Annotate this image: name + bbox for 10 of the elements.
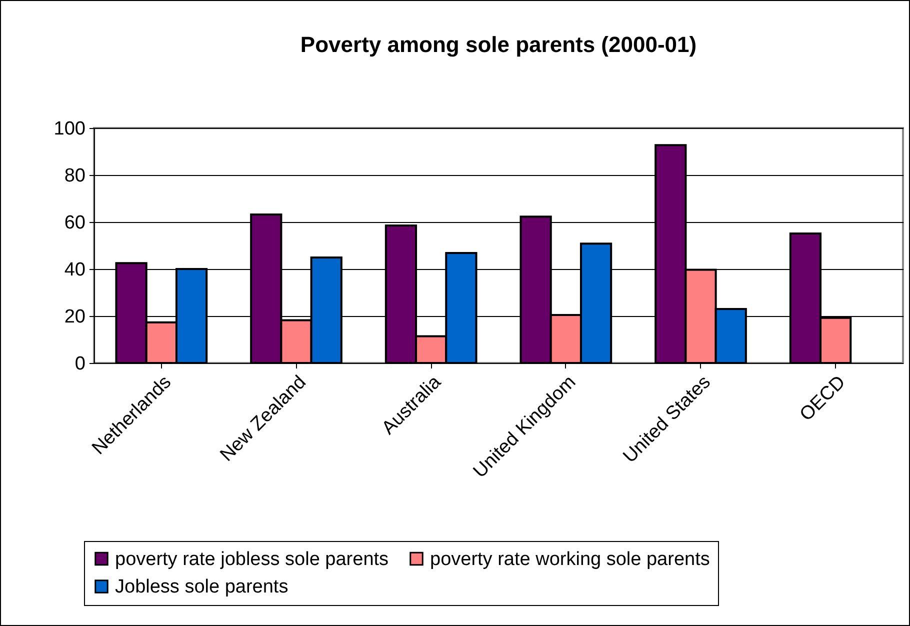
legend-label: poverty rate jobless sole parents [115, 548, 389, 570]
y-tick-label: 80 [64, 166, 86, 186]
y-tick-label: 40 [64, 260, 86, 280]
y-tick-label: 60 [64, 212, 86, 234]
legend-label: poverty rate working sole parents [430, 548, 710, 570]
y-tick-label: 100 [54, 118, 86, 140]
y-tick-label: 0 [74, 354, 86, 374]
y-tick-label: 20 [64, 306, 86, 328]
chart-title: Poverty among sole parents (2000-01) [300, 32, 697, 57]
legend-label: Jobless sole parents [115, 576, 288, 598]
